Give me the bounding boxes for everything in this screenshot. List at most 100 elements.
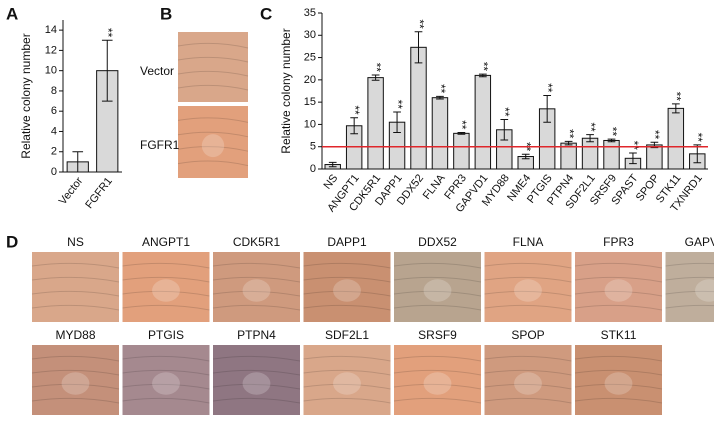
photo-label: NS: [67, 235, 84, 249]
photo-texture: [303, 355, 391, 362]
photo-label: MYD88: [55, 328, 95, 342]
photo-texture: [574, 397, 663, 404]
y-tick-label: 0: [310, 163, 316, 175]
panel-letter: D: [6, 232, 18, 251]
y-tick-label: 25: [304, 51, 316, 63]
photo-texture: [122, 276, 210, 283]
bar: [667, 107, 685, 170]
photo-texture: [303, 369, 391, 376]
bar: [367, 77, 384, 170]
photo-texture: [303, 304, 391, 311]
photo-texture: [393, 397, 482, 404]
photo-texture: [212, 262, 301, 269]
photo: [122, 345, 210, 415]
tumor: [61, 372, 90, 395]
photo-texture: [122, 369, 210, 376]
photo: [575, 252, 662, 322]
photo: [122, 252, 210, 322]
photo-label: Vector: [140, 64, 174, 78]
significance: **: [434, 84, 448, 94]
photo: [32, 345, 119, 415]
photo-texture: [393, 383, 482, 390]
error-bar: [543, 94, 552, 123]
photo-label: FPR3: [603, 235, 634, 249]
photo-texture: [177, 160, 249, 167]
y-tick-label: 10: [304, 118, 316, 130]
photo-label: ANGPT1: [142, 235, 190, 249]
photo-texture: [574, 290, 663, 297]
photo-label: DDX52: [418, 235, 457, 249]
photo-texture: [122, 290, 210, 297]
error-bar: [72, 151, 84, 173]
error-bar: [478, 73, 487, 78]
photo-label: FGFR1: [140, 138, 180, 152]
photo-texture: [31, 369, 120, 376]
photo-texture: [665, 276, 714, 281]
photo: [484, 345, 572, 415]
significance: **: [477, 62, 491, 72]
photo: [484, 252, 572, 322]
photo-texture: [484, 276, 572, 283]
tumor: [333, 279, 361, 302]
photo-texture: [665, 262, 714, 267]
photo-label: STK11: [601, 328, 637, 342]
y-tick-label: 8: [51, 85, 57, 97]
error-bar: [371, 74, 380, 81]
photo-texture: [303, 383, 391, 390]
significance: **: [648, 130, 662, 140]
photo-texture: [665, 290, 714, 295]
y-tick-label: 12: [45, 44, 57, 56]
significance: **: [627, 141, 641, 151]
tumor: [423, 372, 452, 395]
photo-texture: [177, 70, 249, 77]
tumor: [333, 372, 361, 395]
photo-texture: [303, 262, 391, 269]
x-tick-label: FLNA: [421, 172, 448, 202]
tumor: [201, 134, 225, 158]
photo-texture: [177, 117, 249, 123]
significance: **: [391, 100, 405, 110]
photo-texture: [177, 42, 249, 49]
photo-texture: [574, 355, 663, 362]
photo-label: CDK5R1: [233, 235, 281, 249]
y-tick-label: 14: [45, 24, 57, 36]
tumor: [423, 279, 452, 302]
tumor: [514, 372, 542, 395]
error-bar: [350, 117, 359, 135]
photo: [32, 252, 119, 322]
photo-texture: [212, 383, 301, 390]
photo-texture: [484, 304, 572, 311]
photo: [303, 252, 391, 322]
significance: **: [412, 19, 426, 29]
error-bar: [693, 144, 702, 164]
bar: [646, 144, 663, 170]
photo-label: GAPVD1: [685, 235, 714, 249]
bar: [453, 132, 470, 170]
photo: [575, 345, 662, 415]
x-tick-label: Vector: [57, 175, 86, 207]
photo: [665, 252, 714, 322]
error-bar: [500, 119, 509, 141]
error-bar: [521, 153, 530, 160]
photo-texture: [484, 397, 572, 404]
photo-texture: [212, 290, 301, 297]
photo: [213, 252, 300, 322]
error-bar: [457, 131, 466, 135]
photo-texture: [122, 397, 210, 404]
photo-texture: [212, 369, 301, 376]
photo-texture: [122, 262, 210, 269]
photo-texture: [665, 304, 714, 309]
tumor: [152, 279, 180, 302]
y-axis-label: Relative colony number: [19, 33, 33, 158]
y-axis-label: Relative colony number: [279, 28, 293, 153]
error-bar: [328, 161, 337, 168]
y-tick-label: 30: [304, 29, 316, 41]
photo-label: SPOP: [511, 328, 544, 342]
photo: [394, 345, 481, 415]
photo: [303, 345, 391, 415]
photo-texture: [574, 369, 663, 376]
x-tick-label: FGFR1: [83, 175, 115, 211]
x-tick-label: NS: [322, 172, 341, 191]
photo-texture: [393, 290, 482, 297]
